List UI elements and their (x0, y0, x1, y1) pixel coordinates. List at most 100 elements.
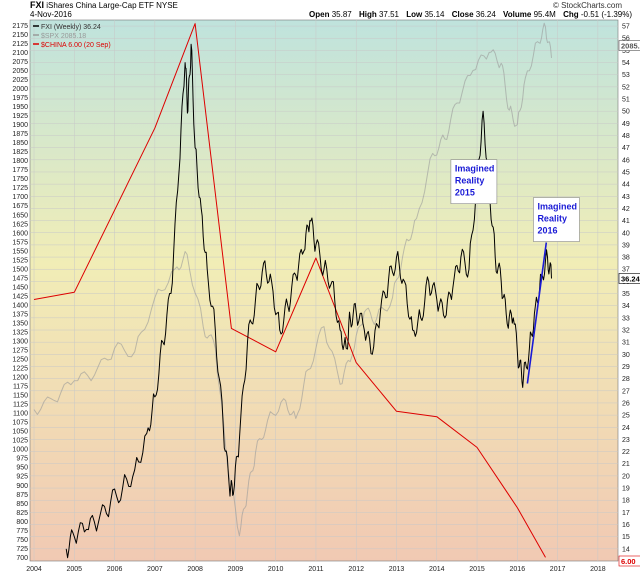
last-value-tag-text: 36.24 (621, 274, 640, 283)
left-tick-label: 1950 (12, 104, 28, 111)
x-tick-label: 2016 (510, 566, 526, 573)
x-tick-label: 2014 (429, 566, 445, 573)
left-tick-label: 1125 (13, 402, 28, 409)
x-tick-label: 2018 (590, 566, 606, 573)
right-tick-label: 43 (622, 194, 630, 201)
quote-stats: Open 35.87 High 37.51 Low 35.14 Close 36… (304, 10, 632, 19)
last-value-tags: 36.24 2085.18 6.00 (618, 40, 640, 567)
left-tick-label: 1675 (12, 203, 28, 210)
right-tick-label: 57 (622, 24, 630, 31)
right-tick-label: 49 (622, 121, 630, 128)
x-tick-label: 2005 (67, 566, 83, 573)
left-tick-label: 1425 (12, 293, 28, 300)
trendline-layer (526, 242, 548, 384)
left-tick-label: 1450 (12, 284, 28, 291)
right-tick-label: 28 (622, 376, 630, 383)
volume-label: Volume (503, 10, 532, 19)
left-tick-label: 775 (16, 528, 28, 535)
left-tick-label: 1725 (12, 185, 28, 192)
left-tick-label: 1050 (12, 429, 28, 436)
x-tick-label: 2010 (268, 566, 284, 573)
left-tick-label: 1850 (12, 140, 28, 147)
legend-label: FXI (Weekly) 36.24 (41, 24, 101, 31)
left-tick-label: 1025 (12, 438, 28, 445)
left-tick-label: 2000 (12, 86, 28, 93)
annotation-label: Reality (455, 176, 485, 186)
chg-value: -0.51 (-1.39%) (580, 10, 632, 19)
left-tick-label: 1225 (12, 366, 28, 373)
right-tick-label: 15 (622, 534, 630, 541)
right-tick-label: 56 (622, 36, 630, 43)
left-tick-label: 750 (16, 537, 28, 544)
left-tick-label: 875 (16, 492, 28, 499)
last-value-tag-text: 2085.18 (621, 42, 640, 51)
right-tick-label: 18 (622, 498, 630, 505)
right-tick-label: 20 (622, 473, 630, 480)
last-value-tag-box (618, 40, 640, 51)
close-label: Close (451, 10, 474, 19)
grid (30, 20, 618, 561)
left-tick-label: 1875 (12, 131, 28, 138)
left-tick-label: 900 (16, 483, 28, 490)
left-tick-label: 1325 (12, 329, 28, 336)
right-axis-ticks: 14 15 16 17 18 19 20 21 22 23 24 25 26 27 28 29 30 31 32 33… (622, 24, 630, 554)
left-tick-label: 725 (16, 546, 28, 553)
left-tick-label: 950 (16, 465, 28, 472)
x-axis-ticks: 2004 2005 2006 2007 2008 2009 2010 2011 2012 2013… (26, 566, 606, 573)
right-tick-label: 52 (622, 84, 630, 91)
left-tick-label: 1075 (12, 420, 28, 427)
left-tick-label: 1975 (12, 95, 28, 102)
left-tick-label: 1500 (12, 266, 28, 273)
left-axis-ticks: 700 725 750 775 800 825 850 875 900 925 950 975 1000… (12, 23, 28, 562)
exchange: NYSE (156, 1, 178, 10)
annotation-label: 2015 (455, 188, 475, 198)
left-tick-label: 1375 (12, 311, 28, 318)
right-tick-label: 23 (622, 437, 630, 444)
legend-label: $CHINA 6.00 (20 Sep) (41, 42, 111, 49)
left-tick-label: 1150 (13, 393, 28, 400)
right-tick-label: 38 (622, 255, 630, 262)
annotation-label: Imagined (455, 164, 495, 174)
stockcharts-watermark: © StockCharts.com (552, 1, 622, 10)
x-tick-label: 2004 (26, 566, 42, 573)
left-tick-label: 1175 (13, 384, 28, 391)
right-tick-label: 26 (622, 400, 630, 407)
volume-value: 95.4M (533, 10, 556, 19)
series-line-spx (33, 22, 552, 537)
legend-label: $SPX 2085.18 (41, 33, 86, 40)
legend: FXI (Weekly) 36.24 $SPX 2085.18 $CHINA 6.0… (33, 24, 111, 49)
last-value-tag-box (618, 273, 640, 284)
right-tick-label: 17 (622, 510, 630, 517)
open-label: Open (309, 10, 330, 19)
annotation-label: 2016 (537, 226, 557, 236)
x-tick-label: 2009 (228, 566, 244, 573)
high-value: 37.51 (378, 10, 400, 19)
left-tick-label: 2125 (12, 41, 28, 48)
annotation-layer: Imagined Reality 2015 Imagined Reality 2016 (450, 159, 580, 242)
x-tick-label: 2007 (147, 566, 163, 573)
annotation-box (533, 197, 580, 242)
left-tick-label: 1525 (12, 257, 28, 264)
left-tick-label: 1350 (12, 320, 28, 327)
left-tick-label: 1650 (12, 212, 28, 219)
right-tick-label: 24 (622, 425, 630, 432)
fund-name: iShares China Large-Cap ETF (46, 1, 154, 10)
low-value: 35.14 (424, 10, 445, 19)
high-label: High (358, 10, 377, 19)
right-tick-label: 29 (622, 364, 630, 371)
right-tick-label: 32 (622, 328, 630, 335)
left-tick-label: 1400 (12, 302, 28, 309)
left-tick-label: 1750 (12, 176, 28, 183)
left-tick-label: 1775 (12, 167, 28, 174)
right-tick-label: 40 (622, 230, 630, 237)
left-tick-label: 850 (16, 501, 28, 508)
x-tick-label: 2008 (187, 566, 203, 573)
left-tick-label: 800 (16, 519, 28, 526)
right-tick-label: 48 (622, 133, 630, 140)
right-tick-label: 39 (622, 242, 630, 249)
right-tick-label: 41 (622, 218, 630, 225)
left-tick-label: 700 (16, 555, 28, 562)
right-tick-label: 45 (622, 169, 630, 176)
last-value-tag-text: 6.00 (621, 557, 636, 566)
left-tick-label: 1000 (12, 447, 28, 454)
